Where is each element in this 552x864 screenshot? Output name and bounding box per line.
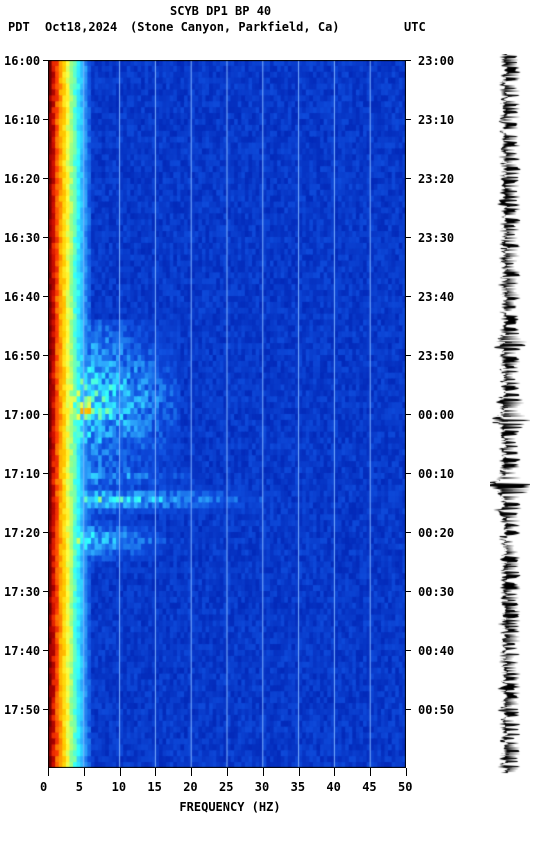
tick-mark xyxy=(406,119,411,120)
tick-mark xyxy=(406,650,411,651)
freq-tick: 10 xyxy=(112,780,126,794)
tick-mark xyxy=(43,237,48,238)
freq-tick: 50 xyxy=(398,780,412,794)
tz-right-label: UTC xyxy=(404,20,426,34)
tick-mark xyxy=(406,709,411,710)
tick-mark xyxy=(406,414,411,415)
tick-mark xyxy=(84,768,85,776)
utc-tick: 23:20 xyxy=(418,172,454,186)
pdt-tick: 17:00 xyxy=(4,408,40,422)
tick-mark xyxy=(43,709,48,710)
utc-tick: 00:50 xyxy=(418,703,454,717)
tick-mark xyxy=(155,768,156,776)
pdt-tick: 17:40 xyxy=(4,644,40,658)
freq-tick: 35 xyxy=(291,780,305,794)
tick-mark xyxy=(120,768,121,776)
x-axis-label: FREQUENCY (HZ) xyxy=(150,800,310,814)
location-label: (Stone Canyon, Parkfield, Ca) xyxy=(130,20,340,34)
pdt-tick: 16:10 xyxy=(4,113,40,127)
utc-tick: 23:50 xyxy=(418,349,454,363)
utc-tick: 23:00 xyxy=(418,54,454,68)
pdt-tick: 16:20 xyxy=(4,172,40,186)
freq-tick: 40 xyxy=(326,780,340,794)
tick-mark xyxy=(43,60,48,61)
tick-mark xyxy=(406,768,407,776)
spectrogram-heatmap xyxy=(48,60,406,768)
tick-mark xyxy=(406,532,411,533)
utc-tick: 00:20 xyxy=(418,526,454,540)
freq-tick: 15 xyxy=(147,780,161,794)
tick-mark xyxy=(43,178,48,179)
tick-mark xyxy=(299,768,300,776)
utc-tick: 00:10 xyxy=(418,467,454,481)
freq-tick: 0 xyxy=(40,780,47,794)
utc-tick: 23:10 xyxy=(418,113,454,127)
pdt-tick: 16:30 xyxy=(4,231,40,245)
tick-mark xyxy=(263,768,264,776)
pdt-tick: 17:30 xyxy=(4,585,40,599)
tick-mark xyxy=(43,414,48,415)
tick-mark xyxy=(43,532,48,533)
freq-tick: 20 xyxy=(183,780,197,794)
tick-mark xyxy=(191,768,192,776)
pdt-tick: 17:50 xyxy=(4,703,40,717)
tick-mark xyxy=(406,237,411,238)
tick-mark xyxy=(43,119,48,120)
tick-mark xyxy=(48,768,49,776)
seismic-trace xyxy=(490,54,530,774)
utc-tick: 23:40 xyxy=(418,290,454,304)
utc-tick: 23:30 xyxy=(418,231,454,245)
freq-tick: 30 xyxy=(255,780,269,794)
pdt-tick: 17:10 xyxy=(4,467,40,481)
tick-mark xyxy=(43,591,48,592)
station-title: SCYB DP1 BP 40 xyxy=(170,4,271,18)
utc-tick: 00:30 xyxy=(418,585,454,599)
tick-mark xyxy=(406,591,411,592)
tick-mark xyxy=(406,178,411,179)
pdt-tick: 16:00 xyxy=(4,54,40,68)
pdt-tick: 17:20 xyxy=(4,526,40,540)
freq-tick: 5 xyxy=(76,780,83,794)
freq-tick: 45 xyxy=(362,780,376,794)
tick-mark xyxy=(43,355,48,356)
tick-mark xyxy=(370,768,371,776)
tick-mark xyxy=(406,60,411,61)
tick-mark xyxy=(334,768,335,776)
tick-mark xyxy=(43,650,48,651)
tick-mark xyxy=(406,473,411,474)
tz-left-label: PDT xyxy=(8,20,30,34)
date-label: Oct18,2024 xyxy=(45,20,117,34)
utc-tick: 00:00 xyxy=(418,408,454,422)
tick-mark xyxy=(43,296,48,297)
pdt-tick: 16:50 xyxy=(4,349,40,363)
tick-mark xyxy=(406,296,411,297)
utc-tick: 00:40 xyxy=(418,644,454,658)
freq-tick: 25 xyxy=(219,780,233,794)
tick-mark xyxy=(227,768,228,776)
pdt-tick: 16:40 xyxy=(4,290,40,304)
tick-mark xyxy=(43,473,48,474)
tick-mark xyxy=(406,355,411,356)
